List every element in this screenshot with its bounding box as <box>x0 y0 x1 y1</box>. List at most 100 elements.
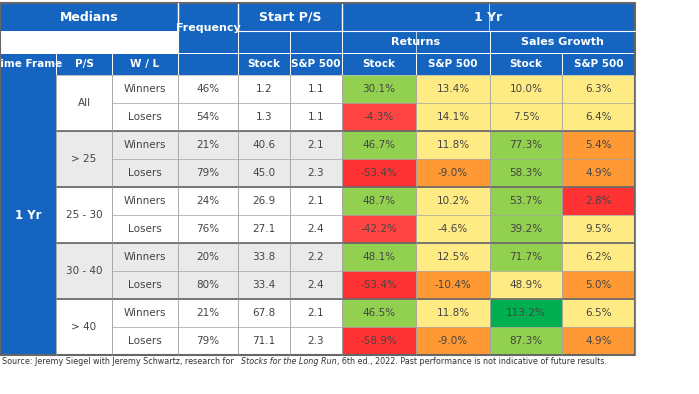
Bar <box>290 327 342 355</box>
Bar <box>178 3 238 31</box>
Text: 26.9: 26.9 <box>252 196 275 206</box>
Text: 9.5%: 9.5% <box>585 224 612 234</box>
Bar <box>290 131 342 159</box>
Bar <box>178 243 238 271</box>
Bar <box>290 243 342 271</box>
Bar <box>562 53 635 75</box>
Bar <box>0 53 56 75</box>
Bar <box>112 215 178 243</box>
Text: 39.2%: 39.2% <box>510 224 542 234</box>
Bar <box>290 103 342 131</box>
Bar <box>562 271 635 299</box>
Text: 12.5%: 12.5% <box>436 252 470 262</box>
Text: 24%: 24% <box>196 196 219 206</box>
Text: Stocks for the Long Run: Stocks for the Long Run <box>240 357 336 366</box>
Text: Stock: Stock <box>510 59 542 69</box>
Bar <box>56 299 112 355</box>
Bar <box>342 215 416 243</box>
Text: 76%: 76% <box>196 224 219 234</box>
Text: Stock: Stock <box>363 59 396 69</box>
Bar <box>56 131 112 159</box>
Bar <box>416 131 490 159</box>
Bar <box>178 53 238 75</box>
Text: 46.7%: 46.7% <box>363 140 396 150</box>
Bar <box>178 299 238 327</box>
Bar <box>490 31 635 53</box>
Bar <box>178 31 238 53</box>
Text: 2.2: 2.2 <box>308 252 324 262</box>
Bar <box>490 53 562 75</box>
Text: 21%: 21% <box>196 308 219 318</box>
Bar <box>342 131 416 159</box>
Bar <box>342 3 635 31</box>
Bar <box>56 271 112 299</box>
Bar <box>238 131 290 159</box>
Text: 2.3: 2.3 <box>308 168 324 178</box>
Bar <box>56 159 112 187</box>
Bar <box>490 243 562 271</box>
Bar <box>342 159 416 187</box>
Text: 54%: 54% <box>196 112 219 122</box>
Bar <box>416 215 490 243</box>
Bar <box>238 53 290 75</box>
Text: -58.9%: -58.9% <box>361 336 398 346</box>
Bar <box>342 243 416 271</box>
Bar <box>178 75 238 103</box>
Text: 6.4%: 6.4% <box>585 112 612 122</box>
Bar <box>416 243 490 271</box>
Bar <box>112 75 178 103</box>
Bar <box>238 243 290 271</box>
Bar <box>290 271 342 299</box>
Bar <box>56 243 112 299</box>
Bar <box>342 271 416 299</box>
Text: Medians: Medians <box>59 11 118 24</box>
Bar <box>238 31 290 53</box>
Text: -9.0%: -9.0% <box>438 336 468 346</box>
Text: 5.4%: 5.4% <box>585 140 612 150</box>
Bar <box>112 159 178 187</box>
Bar <box>238 159 290 187</box>
Text: 33.4: 33.4 <box>252 280 275 290</box>
Bar <box>290 299 342 327</box>
Bar <box>112 103 178 131</box>
Text: > 40: > 40 <box>71 322 96 332</box>
Bar <box>178 131 238 159</box>
Bar <box>290 31 342 53</box>
Text: 80%: 80% <box>196 280 219 290</box>
Text: -42.2%: -42.2% <box>361 224 398 234</box>
Bar <box>178 215 238 243</box>
Bar <box>178 187 238 215</box>
Text: > 25: > 25 <box>71 154 96 164</box>
Text: -10.4%: -10.4% <box>435 280 471 290</box>
Text: 2.8%: 2.8% <box>585 196 612 206</box>
Bar <box>56 75 112 103</box>
Bar <box>56 187 112 215</box>
Bar <box>562 159 635 187</box>
Text: Losers: Losers <box>128 112 162 122</box>
Bar <box>342 103 416 131</box>
Text: 1.1: 1.1 <box>308 84 324 94</box>
Text: 2.4: 2.4 <box>308 224 324 234</box>
Text: 7.5%: 7.5% <box>513 112 539 122</box>
Bar <box>416 159 490 187</box>
Bar <box>562 215 635 243</box>
Text: 2.1: 2.1 <box>308 140 324 150</box>
Bar <box>112 131 178 159</box>
Text: , 6th ed., 2022. Past performance is not indicative of future results.: , 6th ed., 2022. Past performance is not… <box>337 357 607 366</box>
Bar <box>290 187 342 215</box>
Bar <box>290 215 342 243</box>
Bar <box>562 103 635 131</box>
Text: S&P 500: S&P 500 <box>574 59 624 69</box>
Text: 5.0%: 5.0% <box>585 280 612 290</box>
Text: Start P/S: Start P/S <box>259 11 322 24</box>
Bar <box>112 271 178 299</box>
Bar <box>178 159 238 187</box>
Text: S&P 500: S&P 500 <box>428 59 477 69</box>
Text: 33.8: 33.8 <box>252 252 275 262</box>
Text: Time Frame: Time Frame <box>0 59 63 69</box>
Text: W / L: W / L <box>131 59 159 69</box>
Text: Losers: Losers <box>128 168 162 178</box>
Text: 11.8%: 11.8% <box>436 308 470 318</box>
Text: 79%: 79% <box>196 336 219 346</box>
Text: 71.7%: 71.7% <box>510 252 542 262</box>
